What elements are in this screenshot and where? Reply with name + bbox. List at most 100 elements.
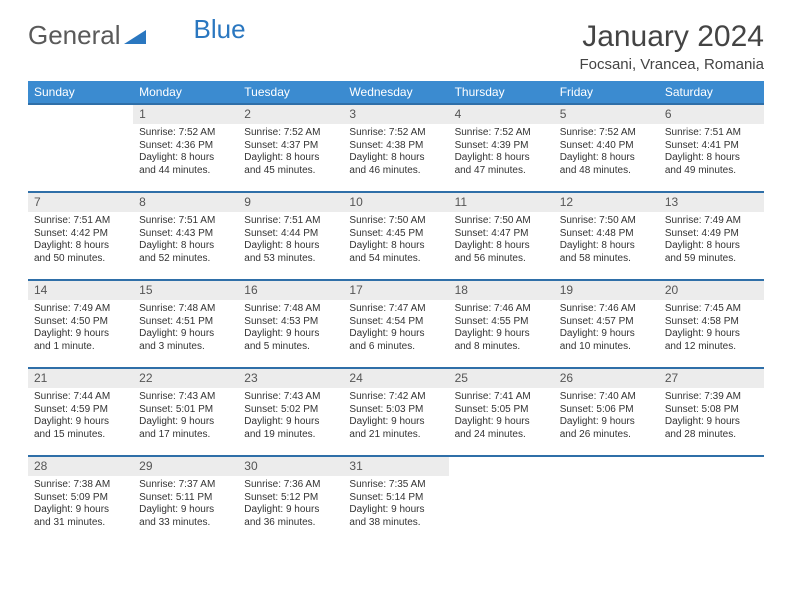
daylight-text: Daylight: 8 hours and 47 minutes. — [455, 152, 548, 177]
day-number: 31 — [343, 457, 448, 476]
sunset-text: Sunset: 4:36 PM — [139, 140, 232, 153]
sunrise-text: Sunrise: 7:47 AM — [349, 303, 442, 316]
day-details: Sunrise: 7:51 AMSunset: 4:41 PMDaylight:… — [659, 124, 764, 181]
sunrise-text: Sunrise: 7:49 AM — [34, 303, 127, 316]
day-number — [659, 457, 764, 461]
sunset-text: Sunset: 5:02 PM — [244, 404, 337, 417]
sunrise-text: Sunrise: 7:50 AM — [560, 215, 653, 228]
daylight-text: Daylight: 9 hours and 8 minutes. — [455, 328, 548, 353]
day-number: 14 — [28, 281, 133, 300]
day-number: 12 — [554, 193, 659, 212]
calendar-day-cell: 23Sunrise: 7:43 AMSunset: 5:02 PMDayligh… — [238, 368, 343, 456]
day-number: 26 — [554, 369, 659, 388]
sunset-text: Sunset: 5:06 PM — [560, 404, 653, 417]
day-details: Sunrise: 7:39 AMSunset: 5:08 PMDaylight:… — [659, 388, 764, 445]
day-details: Sunrise: 7:50 AMSunset: 4:45 PMDaylight:… — [343, 212, 448, 269]
day-number: 18 — [449, 281, 554, 300]
day-details: Sunrise: 7:52 AMSunset: 4:38 PMDaylight:… — [343, 124, 448, 181]
day-details: Sunrise: 7:52 AMSunset: 4:39 PMDaylight:… — [449, 124, 554, 181]
sunrise-text: Sunrise: 7:52 AM — [455, 127, 548, 140]
sunrise-text: Sunrise: 7:48 AM — [139, 303, 232, 316]
day-header: Thursday — [449, 81, 554, 104]
day-header: Sunday — [28, 81, 133, 104]
day-header: Monday — [133, 81, 238, 104]
calendar-day-cell — [449, 456, 554, 543]
daylight-text: Daylight: 9 hours and 36 minutes. — [244, 504, 337, 529]
sunset-text: Sunset: 4:49 PM — [665, 228, 758, 241]
day-number — [449, 457, 554, 461]
day-header: Wednesday — [343, 81, 448, 104]
day-details: Sunrise: 7:49 AMSunset: 4:49 PMDaylight:… — [659, 212, 764, 269]
day-header-row: Sunday Monday Tuesday Wednesday Thursday… — [28, 81, 764, 104]
sunset-text: Sunset: 4:57 PM — [560, 316, 653, 329]
daylight-text: Daylight: 9 hours and 17 minutes. — [139, 416, 232, 441]
sunset-text: Sunset: 4:45 PM — [349, 228, 442, 241]
sunset-text: Sunset: 4:54 PM — [349, 316, 442, 329]
daylight-text: Daylight: 9 hours and 21 minutes. — [349, 416, 442, 441]
sunrise-text: Sunrise: 7:51 AM — [139, 215, 232, 228]
day-details: Sunrise: 7:43 AMSunset: 5:02 PMDaylight:… — [238, 388, 343, 445]
calendar-day-cell: 15Sunrise: 7:48 AMSunset: 4:51 PMDayligh… — [133, 280, 238, 368]
calendar-week-row: 7Sunrise: 7:51 AMSunset: 4:42 PMDaylight… — [28, 192, 764, 280]
daylight-text: Daylight: 9 hours and 24 minutes. — [455, 416, 548, 441]
day-number: 16 — [238, 281, 343, 300]
day-details: Sunrise: 7:51 AMSunset: 4:42 PMDaylight:… — [28, 212, 133, 269]
daylight-text: Daylight: 8 hours and 52 minutes. — [139, 240, 232, 265]
sunrise-text: Sunrise: 7:52 AM — [349, 127, 442, 140]
daylight-text: Daylight: 8 hours and 44 minutes. — [139, 152, 232, 177]
day-details: Sunrise: 7:46 AMSunset: 4:57 PMDaylight:… — [554, 300, 659, 357]
sunset-text: Sunset: 4:41 PM — [665, 140, 758, 153]
sunrise-text: Sunrise: 7:51 AM — [244, 215, 337, 228]
day-header: Friday — [554, 81, 659, 104]
daylight-text: Daylight: 8 hours and 48 minutes. — [560, 152, 653, 177]
calendar-day-cell: 29Sunrise: 7:37 AMSunset: 5:11 PMDayligh… — [133, 456, 238, 543]
day-number: 19 — [554, 281, 659, 300]
daylight-text: Daylight: 9 hours and 28 minutes. — [665, 416, 758, 441]
sunset-text: Sunset: 5:11 PM — [139, 492, 232, 505]
daylight-text: Daylight: 9 hours and 3 minutes. — [139, 328, 232, 353]
sunrise-text: Sunrise: 7:50 AM — [349, 215, 442, 228]
daylight-text: Daylight: 9 hours and 15 minutes. — [34, 416, 127, 441]
day-details: Sunrise: 7:52 AMSunset: 4:40 PMDaylight:… — [554, 124, 659, 181]
sunset-text: Sunset: 4:47 PM — [455, 228, 548, 241]
day-number: 27 — [659, 369, 764, 388]
daylight-text: Daylight: 9 hours and 6 minutes. — [349, 328, 442, 353]
calendar-week-row: 21Sunrise: 7:44 AMSunset: 4:59 PMDayligh… — [28, 368, 764, 456]
sunrise-text: Sunrise: 7:49 AM — [665, 215, 758, 228]
calendar-week-row: 1Sunrise: 7:52 AMSunset: 4:36 PMDaylight… — [28, 104, 764, 192]
day-details: Sunrise: 7:41 AMSunset: 5:05 PMDaylight:… — [449, 388, 554, 445]
sunrise-text: Sunrise: 7:39 AM — [665, 391, 758, 404]
day-number: 8 — [133, 193, 238, 212]
sunset-text: Sunset: 5:01 PM — [139, 404, 232, 417]
sunrise-text: Sunrise: 7:44 AM — [34, 391, 127, 404]
calendar-day-cell: 27Sunrise: 7:39 AMSunset: 5:08 PMDayligh… — [659, 368, 764, 456]
day-details: Sunrise: 7:47 AMSunset: 4:54 PMDaylight:… — [343, 300, 448, 357]
sunset-text: Sunset: 4:55 PM — [455, 316, 548, 329]
calendar-table: Sunday Monday Tuesday Wednesday Thursday… — [28, 81, 764, 543]
day-header: Saturday — [659, 81, 764, 104]
sunset-text: Sunset: 4:50 PM — [34, 316, 127, 329]
sunrise-text: Sunrise: 7:40 AM — [560, 391, 653, 404]
calendar-week-row: 28Sunrise: 7:38 AMSunset: 5:09 PMDayligh… — [28, 456, 764, 543]
daylight-text: Daylight: 9 hours and 26 minutes. — [560, 416, 653, 441]
header-bar: General Blue January 2024 Focsani, Vranc… — [28, 20, 764, 73]
sunset-text: Sunset: 4:37 PM — [244, 140, 337, 153]
day-details: Sunrise: 7:48 AMSunset: 4:53 PMDaylight:… — [238, 300, 343, 357]
calendar-day-cell: 11Sunrise: 7:50 AMSunset: 4:47 PMDayligh… — [449, 192, 554, 280]
calendar-day-cell: 31Sunrise: 7:35 AMSunset: 5:14 PMDayligh… — [343, 456, 448, 543]
sunrise-text: Sunrise: 7:43 AM — [244, 391, 337, 404]
sunrise-text: Sunrise: 7:43 AM — [139, 391, 232, 404]
day-details: Sunrise: 7:44 AMSunset: 4:59 PMDaylight:… — [28, 388, 133, 445]
calendar-day-cell — [554, 456, 659, 543]
sunset-text: Sunset: 4:59 PM — [34, 404, 127, 417]
day-number: 25 — [449, 369, 554, 388]
day-header: Tuesday — [238, 81, 343, 104]
calendar-day-cell: 3Sunrise: 7:52 AMSunset: 4:38 PMDaylight… — [343, 104, 448, 192]
day-number — [554, 457, 659, 461]
calendar-day-cell: 19Sunrise: 7:46 AMSunset: 4:57 PMDayligh… — [554, 280, 659, 368]
sunset-text: Sunset: 4:48 PM — [560, 228, 653, 241]
day-number: 17 — [343, 281, 448, 300]
day-details: Sunrise: 7:35 AMSunset: 5:14 PMDaylight:… — [343, 476, 448, 533]
sunset-text: Sunset: 4:51 PM — [139, 316, 232, 329]
calendar-day-cell: 28Sunrise: 7:38 AMSunset: 5:09 PMDayligh… — [28, 456, 133, 543]
